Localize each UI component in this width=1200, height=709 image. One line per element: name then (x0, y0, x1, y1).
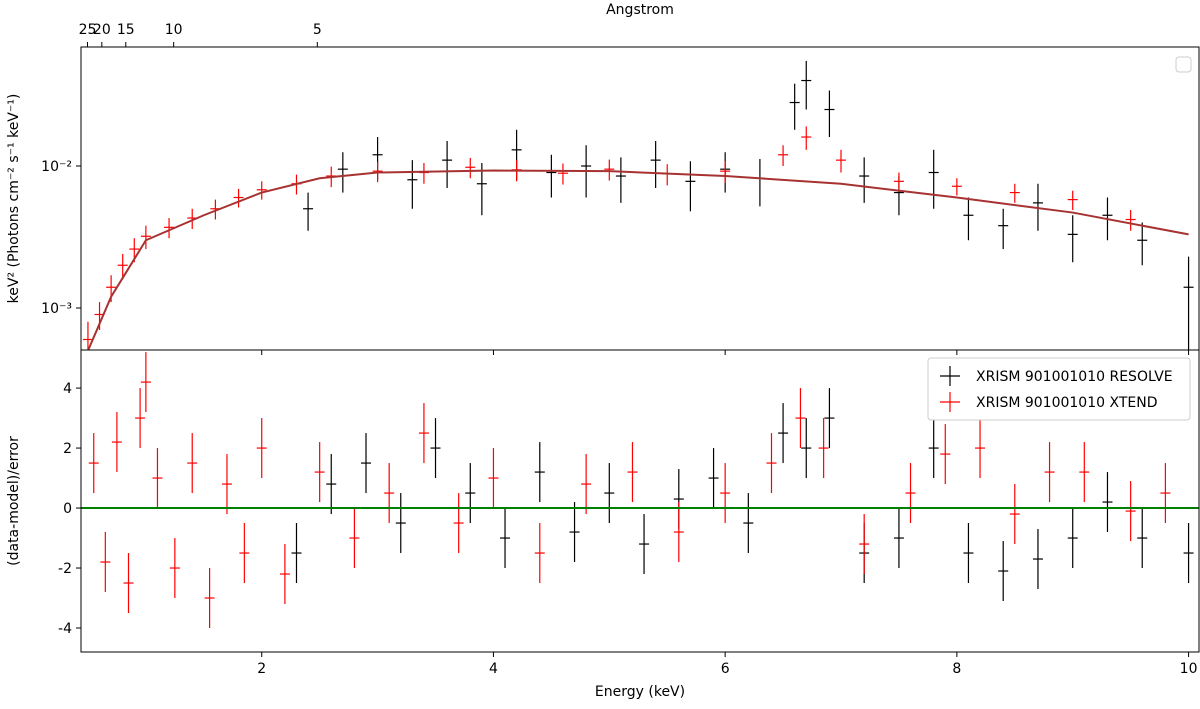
x2-tick-label: 25 (79, 22, 97, 38)
empty-legend (1175, 56, 1192, 73)
x2-axis-label: Angstrom (606, 2, 674, 18)
axes-frame (80, 349, 1200, 653)
y-tick-label: 0 (63, 501, 72, 517)
x2-tick-label: 15 (117, 22, 135, 38)
model-line (87, 169, 1189, 350)
legend-box (927, 357, 1191, 421)
plot-area (82, 60, 1194, 350)
legend-label: XRISM 901001010 XTEND (976, 395, 1157, 411)
y-tick-label: -4 (58, 621, 72, 637)
x-tick-label: 10 (1180, 661, 1198, 677)
y-axis-label: (data-model)/error (6, 436, 22, 566)
y-tick-label: 4 (63, 381, 72, 397)
x-tick-label: 2 (257, 661, 266, 677)
x2-tick-label: 10 (165, 22, 183, 38)
x-axis-label: Energy (keV) (595, 684, 685, 700)
y-axis-label: keV² (Photons cm⁻² s⁻¹ keV⁻¹) (6, 94, 22, 304)
plot-area (81, 352, 1199, 629)
x2-tick-label: 5 (313, 22, 322, 38)
x-tick-label: 8 (952, 661, 961, 677)
y-tick-label: 10⁻³ (41, 301, 72, 317)
x-tick-label: 4 (489, 661, 498, 677)
x2-tick-label: 20 (93, 22, 111, 38)
x-tick-label: 6 (721, 661, 730, 677)
legend-label: XRISM 901001010 RESOLVE (976, 369, 1173, 385)
y-tick-label: -2 (58, 561, 72, 577)
y-tick-label: 10⁻² (41, 159, 72, 175)
y-tick-label: 2 (63, 441, 72, 457)
